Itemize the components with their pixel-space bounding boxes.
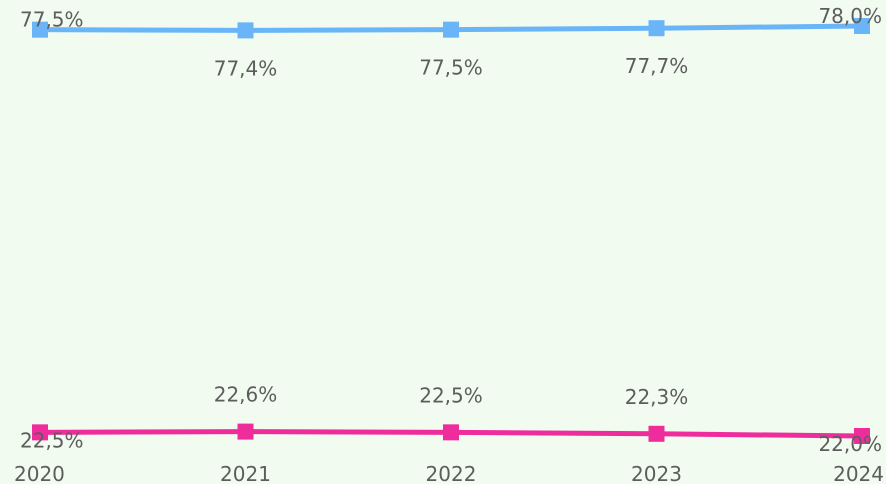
label-layer: 77,5% 77,4% 77,5% 77,7% 78,0% 22,5% 22,6% 22,5%… bbox=[20, 4, 882, 456]
series-1-point-2022[interactable] bbox=[443, 21, 459, 38]
x-tick-label-2020: 2020 bbox=[14, 462, 65, 484]
series-2-point-2020[interactable] bbox=[32, 424, 48, 441]
series-2-point-2023[interactable] bbox=[648, 425, 665, 442]
data-label: 22,6% bbox=[214, 383, 278, 407]
series-2-point-2021[interactable] bbox=[237, 423, 254, 440]
x-tick-label-2021: 2021 bbox=[220, 462, 271, 484]
series-2-point-2024[interactable] bbox=[854, 428, 870, 444]
data-label: 22,5% bbox=[419, 383, 483, 407]
data-label: 22,3% bbox=[625, 385, 689, 409]
series-2-point-2022[interactable] bbox=[443, 424, 459, 441]
series-2 bbox=[32, 423, 870, 444]
data-label: 77,4% bbox=[214, 56, 278, 80]
series-layer bbox=[32, 18, 870, 444]
x-axis: 2020 2021 2022 2023 2024 bbox=[14, 462, 884, 484]
series-1-point-2023[interactable] bbox=[648, 20, 665, 37]
x-tick-label-2022: 2022 bbox=[426, 462, 477, 484]
data-label: 22,0% bbox=[818, 432, 882, 456]
x-tick-label-2023: 2023 bbox=[631, 462, 682, 484]
series-1-point-2024[interactable] bbox=[854, 18, 870, 34]
data-label: 22,5% bbox=[20, 428, 84, 452]
data-label: 77,7% bbox=[625, 54, 689, 78]
x-tick-label-2024: 2024 bbox=[833, 462, 884, 484]
series-1 bbox=[32, 18, 870, 39]
data-label: 77,5% bbox=[419, 56, 483, 80]
data-label: 78,0% bbox=[818, 4, 882, 28]
series-1-point-2021[interactable] bbox=[237, 22, 254, 39]
series-1-point-2020[interactable] bbox=[32, 21, 48, 38]
data-label: 77,5% bbox=[20, 8, 84, 32]
